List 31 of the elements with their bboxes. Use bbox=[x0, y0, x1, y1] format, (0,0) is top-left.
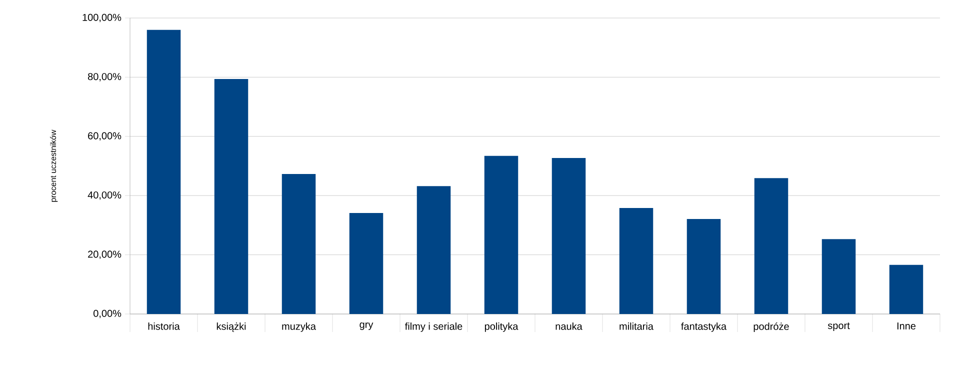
y-tick-label: 60,00% bbox=[88, 132, 122, 141]
y-tick-label: 20,00% bbox=[88, 250, 122, 259]
bar bbox=[484, 156, 518, 314]
bar bbox=[754, 178, 788, 314]
x-tick-label: historia bbox=[148, 322, 180, 330]
x-tick-label: gry bbox=[360, 322, 374, 330]
bar bbox=[822, 239, 856, 314]
bar bbox=[416, 186, 451, 314]
bar bbox=[889, 264, 924, 314]
y-tick-label: 0,00% bbox=[94, 310, 122, 318]
x-tick-label: fantastyka bbox=[681, 322, 727, 332]
bar bbox=[349, 213, 384, 314]
x-tick-label: militaria bbox=[620, 322, 654, 330]
x-tick-label: muzyka bbox=[282, 322, 316, 332]
bar bbox=[686, 218, 721, 314]
bar bbox=[146, 30, 181, 314]
bar bbox=[552, 158, 586, 314]
y-tick-label: 40,00% bbox=[88, 191, 122, 200]
x-tick-label: sport bbox=[828, 322, 850, 332]
y-tick-label: 80,00% bbox=[88, 73, 122, 82]
bar bbox=[214, 78, 248, 314]
y-axis-title: procent uczestników bbox=[50, 130, 58, 202]
x-tick-label: książki bbox=[216, 322, 246, 332]
x-tick-label: Inne bbox=[897, 322, 916, 330]
y-tick-label: 100,00% bbox=[82, 14, 122, 22]
x-tick-label: podróże bbox=[754, 322, 789, 332]
x-tick-label: nauka bbox=[556, 322, 582, 330]
x-tick-label: polityka bbox=[484, 322, 518, 332]
bar bbox=[282, 174, 316, 314]
bar bbox=[619, 208, 654, 314]
x-tick-label: filmy i seriale bbox=[405, 322, 462, 332]
